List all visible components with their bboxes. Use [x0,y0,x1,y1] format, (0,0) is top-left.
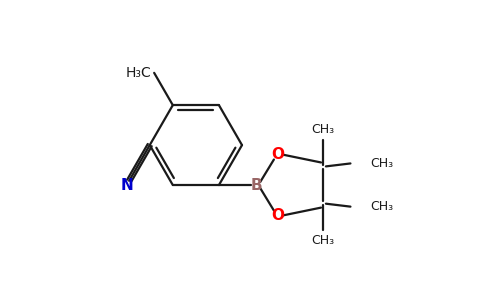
Text: CH₃: CH₃ [370,200,393,213]
Text: CH₃: CH₃ [370,157,393,170]
Text: CH₃: CH₃ [311,123,334,136]
Text: B: B [250,178,262,193]
Text: H₃C: H₃C [125,66,151,80]
Text: CH₃: CH₃ [311,234,334,247]
Text: O: O [272,208,284,223]
Text: N: N [121,178,134,193]
Text: O: O [272,147,284,162]
